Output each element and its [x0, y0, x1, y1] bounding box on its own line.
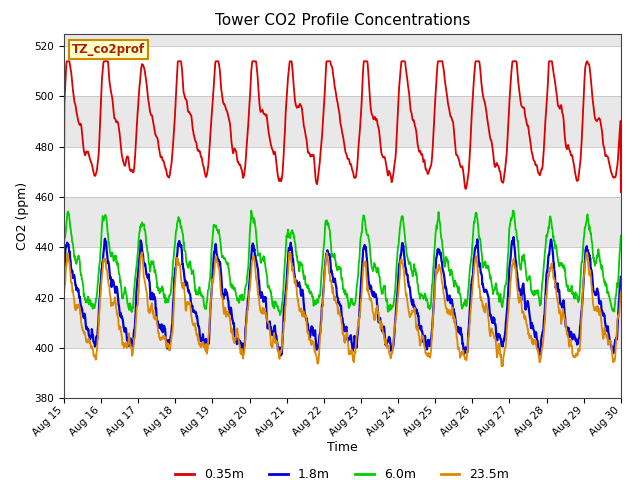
0.35m: [171, 118, 179, 123]
1.8m: [60, 276, 68, 281]
1.8m: [552, 281, 559, 287]
6.0m: [246, 226, 254, 232]
6.0m: [552, 246, 559, 252]
1.8m: [510, 234, 518, 240]
23.5m: [617, 290, 625, 296]
0.35m: [60, 189, 68, 195]
23.5m: [60, 293, 68, 299]
0.35m: [502, 159, 509, 165]
Bar: [64, 96, 621, 147]
6.0m: [170, 247, 178, 253]
1.8m: [429, 309, 437, 315]
1.8m: [502, 320, 509, 325]
1.8m: [617, 274, 625, 279]
1.8m: [277, 353, 285, 359]
Legend: 0.35m, 1.8m, 6.0m, 23.5m: 0.35m, 1.8m, 6.0m, 23.5m: [170, 463, 515, 480]
6.0m: [509, 208, 517, 214]
Line: 1.8m: 1.8m: [64, 237, 621, 356]
6.0m: [429, 267, 437, 273]
1.8m: [246, 268, 254, 274]
23.5m: [138, 250, 146, 255]
23.5m: [429, 312, 437, 317]
0.35m: [617, 189, 625, 195]
Bar: [64, 34, 621, 46]
Y-axis label: CO2 (ppm): CO2 (ppm): [16, 182, 29, 250]
23.5m: [184, 300, 192, 306]
0.35m: [246, 84, 254, 89]
Bar: [64, 348, 621, 398]
Text: TZ_co2prof: TZ_co2prof: [72, 43, 145, 56]
Bar: [64, 46, 621, 96]
6.0m: [502, 282, 509, 288]
Line: 6.0m: 6.0m: [64, 211, 621, 315]
Line: 0.35m: 0.35m: [64, 61, 621, 192]
23.5m: [246, 277, 254, 283]
X-axis label: Time: Time: [327, 441, 358, 454]
Bar: [64, 298, 621, 348]
0.35m: [551, 79, 559, 85]
Bar: [64, 147, 621, 197]
0.35m: [184, 109, 192, 115]
6.0m: [184, 264, 191, 270]
1.8m: [184, 286, 191, 291]
23.5m: [502, 337, 510, 343]
0.35m: [63, 59, 70, 64]
Bar: [64, 197, 621, 248]
23.5m: [171, 285, 179, 290]
Bar: [64, 248, 621, 298]
6.0m: [276, 312, 284, 318]
23.5m: [498, 363, 506, 369]
23.5m: [552, 282, 559, 288]
Line: 23.5m: 23.5m: [64, 252, 621, 366]
Title: Tower CO2 Profile Concentrations: Tower CO2 Profile Concentrations: [214, 13, 470, 28]
6.0m: [60, 240, 68, 245]
1.8m: [170, 276, 178, 281]
0.35m: [429, 137, 437, 143]
6.0m: [617, 233, 625, 239]
